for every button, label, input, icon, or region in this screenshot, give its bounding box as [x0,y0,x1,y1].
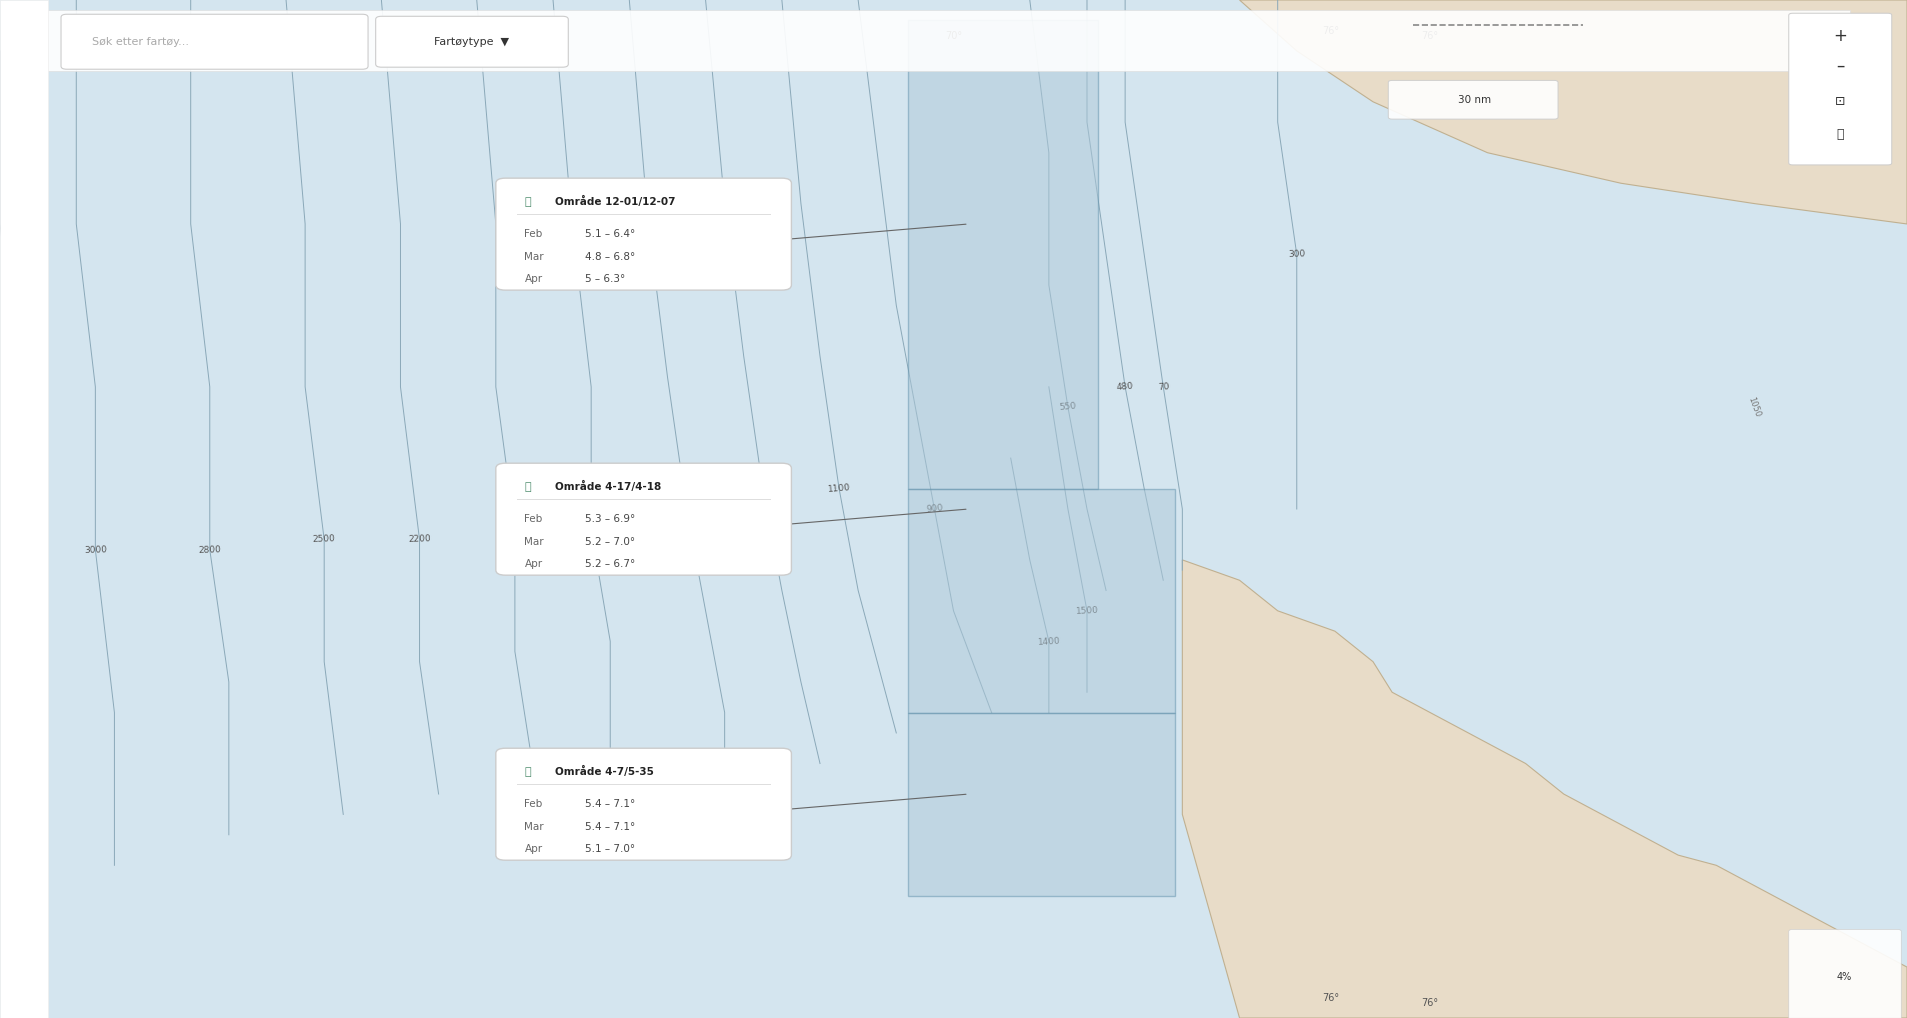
FancyBboxPatch shape [1789,929,1901,1018]
Text: 2200: 2200 [408,534,431,545]
Text: 2500: 2500 [313,534,336,545]
Text: 76°: 76° [1323,25,1339,36]
Text: Apr: Apr [524,844,543,854]
Text: Fartøytype  ▼: Fartøytype ▼ [433,37,509,47]
Text: Apr: Apr [524,559,543,569]
Text: 4.8 – 6.8°: 4.8 – 6.8° [585,251,635,262]
Text: 5 – 6.3°: 5 – 6.3° [585,274,625,284]
Text: 🐟: 🐟 [524,482,530,492]
Text: 70: 70 [1158,382,1169,392]
Text: 2000: 2000 [503,524,526,534]
Text: Mar: Mar [524,251,543,262]
Text: 1500: 1500 [1076,606,1098,616]
Text: Feb: Feb [524,514,543,524]
Text: 5.4 – 7.1°: 5.4 – 7.1° [585,822,635,832]
Polygon shape [1240,0,1907,224]
Text: 3000: 3000 [84,545,107,555]
Text: Søk etter fartøy...: Søk etter fartøy... [92,37,189,47]
Text: 5.2 – 6.7°: 5.2 – 6.7° [585,559,635,569]
Text: 3200: 3200 [8,382,31,392]
FancyBboxPatch shape [496,748,791,860]
FancyBboxPatch shape [1388,80,1558,119]
Polygon shape [1182,560,1907,1018]
Text: 1400: 1400 [1037,636,1060,646]
Text: 76°: 76° [1423,31,1438,41]
FancyBboxPatch shape [496,178,791,290]
Text: 30 nm: 30 nm [1457,95,1491,105]
FancyBboxPatch shape [1789,13,1892,165]
Text: Feb: Feb [524,799,543,809]
Text: 1300: 1300 [751,484,774,494]
Text: Apr: Apr [524,274,543,284]
Text: Mar: Mar [524,822,543,832]
Text: 5.1 – 7.0°: 5.1 – 7.0° [585,844,635,854]
Text: –: – [1836,57,1844,75]
Text: 70°: 70° [946,31,961,41]
FancyBboxPatch shape [908,489,1175,713]
Text: 480: 480 [1116,382,1135,392]
Text: 5.1 – 6.4°: 5.1 – 6.4° [585,229,635,239]
Text: 4%: 4% [1836,972,1852,982]
FancyBboxPatch shape [496,463,791,575]
Text: +: + [1833,26,1848,45]
Text: 1600: 1600 [675,504,698,514]
Text: 76°: 76° [1423,998,1438,1008]
Text: 5.2 – 7.0°: 5.2 – 7.0° [585,536,635,547]
Text: 76°: 76° [1323,993,1339,1003]
FancyBboxPatch shape [908,713,1175,896]
Text: Område 12-01/12-07: Område 12-01/12-07 [555,196,675,207]
FancyBboxPatch shape [38,10,1850,71]
Text: 2800: 2800 [198,545,221,555]
Text: 🐟: 🐟 [524,196,530,207]
FancyBboxPatch shape [0,0,48,1018]
FancyBboxPatch shape [376,16,568,67]
Text: 🐟: 🐟 [524,767,530,777]
FancyBboxPatch shape [908,20,1098,489]
Text: Feb: Feb [524,229,543,239]
Text: Område 4-7/5-35: Område 4-7/5-35 [555,767,654,777]
Text: Område 4-17/4-18: Område 4-17/4-18 [555,482,662,492]
Text: 300: 300 [1287,249,1306,260]
Text: Mar: Mar [524,536,543,547]
Text: ⛶: ⛶ [1836,128,1844,140]
Text: 900: 900 [925,504,944,514]
Text: 1100: 1100 [828,484,851,494]
Text: 5.4 – 7.1°: 5.4 – 7.1° [585,799,635,809]
Text: 5.3 – 6.9°: 5.3 – 6.9° [585,514,635,524]
Text: 1800: 1800 [580,524,603,534]
FancyBboxPatch shape [61,14,368,69]
Text: 550: 550 [1058,402,1077,412]
Text: ⊡: ⊡ [1835,96,1846,108]
Text: 1050: 1050 [1747,396,1762,418]
